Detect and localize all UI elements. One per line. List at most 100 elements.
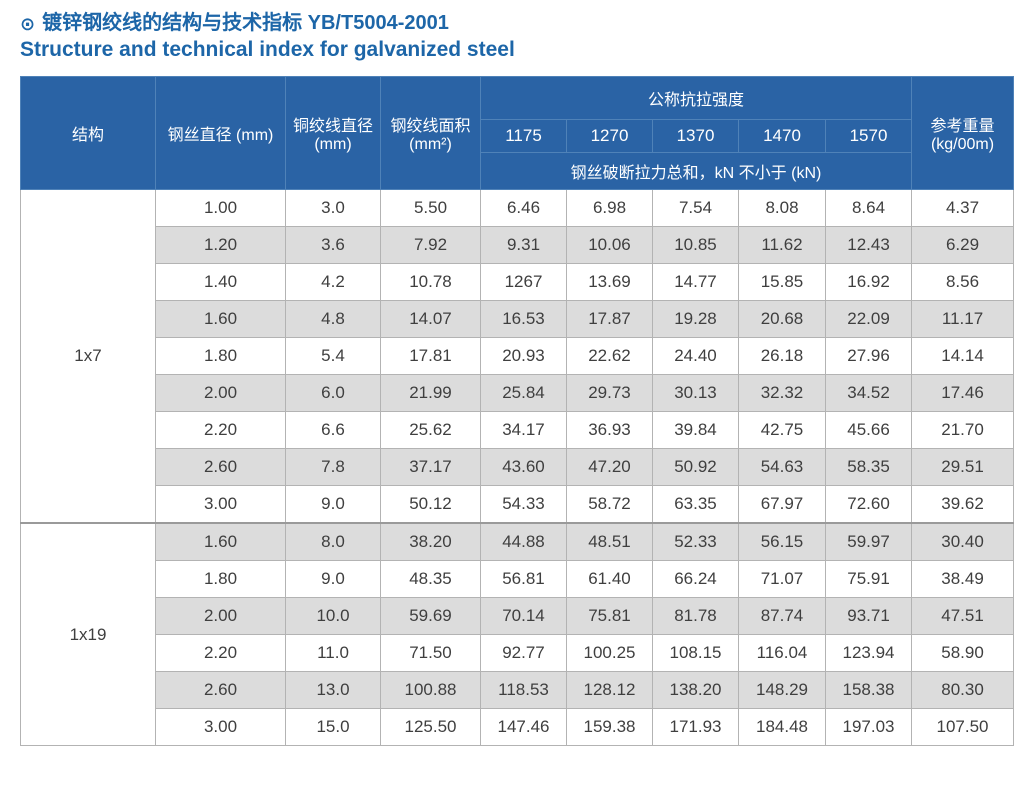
table-cell: 48.35: [380, 560, 481, 598]
table-row: 3.00 15.0 125.50 147.46 159.38 171.93 184.48 19…: [21, 708, 1015, 746]
page-title-en: Structure and technical index for galvan…: [20, 38, 515, 61]
table-cell: 16.53: [480, 300, 567, 338]
table-cell: 6.46: [480, 189, 567, 227]
header-structure: 结构: [20, 76, 156, 190]
table-row: 2.20 6.6 25.62 34.17 36.93 39.84 42.75 45.66 21.…: [21, 411, 1015, 449]
table-cell: 17.46: [911, 374, 1015, 412]
table-row: 1x19 1.60 8.0 38.20 44.88 48.51 52.33 56.15 59.9…: [20, 522, 1015, 746]
header-grade-1470: 1470: [738, 119, 826, 153]
circled-dot-icon: ⊙: [20, 14, 36, 34]
table-cell: 43.60: [480, 448, 567, 486]
table-cell: 30.40: [911, 522, 1015, 561]
table-row: 2.00 10.0 59.69 70.14 75.81 81.78 87.74 93.71 47…: [21, 597, 1015, 635]
table-cell: 58.35: [824, 448, 913, 486]
table-cell: 7.54: [652, 189, 739, 227]
table-cell: 39.62: [911, 485, 1015, 524]
table-cell: 7.8: [285, 448, 381, 486]
table-cell: 4.8: [285, 300, 381, 338]
table-cell: 32.32: [738, 374, 826, 412]
page: ⊙ 镀锌钢绞线的结构与技术指标 YB/T5004-2001 Structure …: [20, 12, 1015, 746]
table-cell: 26.18: [738, 337, 826, 375]
header-grade-1370: 1370: [652, 119, 739, 153]
table-cell: 56.81: [480, 560, 567, 598]
table-cell: 36.93: [566, 411, 653, 449]
table-cell: 17.81: [380, 337, 481, 375]
table-cell: 7.92: [380, 226, 481, 264]
table-cell: 13.69: [566, 263, 653, 301]
table-cell: 1.40: [155, 263, 286, 301]
table-cell: 11.62: [738, 226, 826, 264]
header-wire-diameter: 钢丝直径 (mm): [155, 76, 286, 190]
table-cell: 1267: [480, 263, 567, 301]
table-cell: 20.93: [480, 337, 567, 375]
table-cell: 87.74: [738, 597, 826, 635]
header-grade-1175: 1175: [480, 119, 567, 153]
table-cell: 25.62: [380, 411, 481, 449]
table-cell: 27.96: [824, 337, 913, 375]
table-cell: 56.15: [738, 522, 826, 561]
table-cell: 9.31: [480, 226, 567, 264]
table-cell: 1.80: [155, 337, 286, 375]
table-cell: 1.20: [155, 226, 286, 264]
table-cell: 184.48: [738, 708, 826, 746]
table-cell: 12.43: [824, 226, 913, 264]
table-cell: 158.38: [824, 671, 913, 709]
table-cell: 2.20: [155, 634, 286, 672]
header-grade-1570: 1570: [824, 119, 913, 153]
table-cell: 2.60: [155, 448, 286, 486]
table-cell: 8.64: [824, 189, 913, 227]
table-cell: 6.6: [285, 411, 381, 449]
table-cell: 70.14: [480, 597, 567, 635]
table-cell: 67.97: [738, 485, 826, 524]
spec-table: 结构 钢丝直径 (mm) 铜绞线直径 (mm) 钢绞线面积 (mm²) 公称抗拉…: [20, 76, 1015, 746]
table-cell: 1.80: [155, 560, 286, 598]
table-cell: 42.75: [738, 411, 826, 449]
table-cell: 4.37: [911, 189, 1015, 227]
table-cell: 59.97: [824, 522, 913, 561]
table-row: 1.20 3.6 7.92 9.31 10.06 10.85 11.62 12.43 6.29: [21, 226, 1015, 264]
page-title-cn: 镀锌钢绞线的结构与技术指标 YB/T5004-2001: [42, 12, 449, 34]
table-cell: 11.17: [911, 300, 1015, 338]
table-cell: 171.93: [652, 708, 739, 746]
header-grade-1270: 1270: [566, 119, 653, 153]
table-cell: 15.0: [285, 708, 381, 746]
table-cell: 116.04: [738, 634, 826, 672]
table-cell: 72.60: [824, 485, 913, 524]
table-row: 2.60 13.0 100.88 118.53 128.12 138.20 148.29 15…: [21, 671, 1015, 709]
table-cell: 29.51: [911, 448, 1015, 486]
structure-group-label: 1x19: [20, 522, 156, 746]
table-cell: 11.0: [285, 634, 381, 672]
table-row: 3.00 9.0 50.12 54.33 58.72 63.35 67.97 72.60 39.…: [21, 485, 1015, 524]
table-cell: 10.06: [566, 226, 653, 264]
structure-group-label: 1x7: [20, 189, 156, 524]
table-cell: 10.85: [652, 226, 739, 264]
table-cell: 3.0: [285, 189, 381, 227]
header-strand-diameter: 铜绞线直径 (mm): [285, 76, 381, 190]
header-ref-weight: 参考重量 (kg/00m): [911, 76, 1015, 190]
table-row: 1.40 4.2 10.78 1267 13.69 14.77 15.85 16.92 8.56: [21, 263, 1015, 301]
header-breaking-note: 钢丝破断拉力总和，kN 不小于 (kN): [479, 152, 913, 190]
table-cell: 147.46: [480, 708, 567, 746]
table-cell: 47.51: [911, 597, 1015, 635]
table-row: 2.00 6.0 21.99 25.84 29.73 30.13 32.32 34.52 17.…: [21, 374, 1015, 412]
table-row: 1.80 9.0 48.35 56.81 61.40 66.24 71.07 75.91 38.…: [21, 560, 1015, 598]
table-cell: 81.78: [652, 597, 739, 635]
table-cell: 52.33: [652, 522, 739, 561]
table-cell: 107.50: [911, 708, 1015, 746]
table-cell: 125.50: [380, 708, 481, 746]
table-cell: 8.56: [911, 263, 1015, 301]
table-cell: 16.92: [824, 263, 913, 301]
table-cell: 71.07: [738, 560, 826, 598]
table-header: 结构 钢丝直径 (mm) 铜绞线直径 (mm) 钢绞线面积 (mm²) 公称抗拉…: [20, 76, 1015, 190]
table-cell: 50.12: [380, 485, 481, 524]
table-cell: 3.00: [155, 708, 286, 746]
table-cell: 2.00: [155, 374, 286, 412]
table-cell: 100.88: [380, 671, 481, 709]
table-cell: 4.2: [285, 263, 381, 301]
table-cell: 108.15: [652, 634, 739, 672]
table-cell: 2.20: [155, 411, 286, 449]
table-row: 1.80 5.4 17.81 20.93 22.62 24.40 26.18 27.96 14.…: [21, 337, 1015, 375]
table-cell: 10.0: [285, 597, 381, 635]
table-cell: 59.69: [380, 597, 481, 635]
header-tensile-group: 公称抗拉强度: [479, 76, 913, 120]
